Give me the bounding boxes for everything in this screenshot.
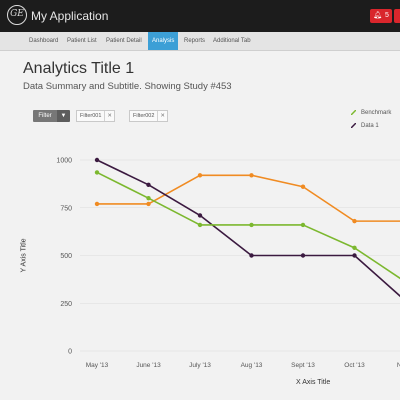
legend-swatch-benchmark: [350, 109, 357, 116]
series-line: [96, 171, 400, 280]
close-icon[interactable]: ✕: [107, 113, 113, 119]
tab-reports[interactable]: Reports: [184, 38, 206, 44]
series-line: [96, 159, 400, 298]
alert-button[interactable]: 🔔︎ 5: [370, 9, 392, 23]
page-subtitle: Data Summary and Subtitle. Showing Study…: [23, 81, 232, 92]
data-point: [94, 157, 100, 163]
x-axis-title: X Axis Title: [296, 379, 331, 386]
filter-chip-label: Filter002: [130, 111, 159, 121]
data-point: [249, 222, 254, 228]
header-overflow-button[interactable]: [394, 9, 400, 23]
tab-dashboard[interactable]: Dashboard: [29, 38, 59, 44]
nav-tabs: Dashboard Patient List Patient Detail An…: [0, 32, 400, 51]
app-title: My Application: [31, 9, 109, 23]
legend-label: Benchmark: [361, 110, 392, 117]
legend-swatch-data1: [350, 122, 357, 129]
tab-patient-detail[interactable]: Patient Detail: [106, 38, 142, 44]
data-point: [300, 253, 306, 258]
tab-additional[interactable]: Additional Tab: [213, 38, 251, 44]
y-tick-label: 500: [60, 253, 72, 260]
data-point: [146, 201, 151, 207]
filter-chip: Filter002 ✕: [129, 110, 169, 122]
data-point: [197, 213, 203, 218]
data-point: [94, 201, 100, 207]
data-point: [352, 245, 357, 251]
filter-chip: Filter001 ✕: [76, 110, 116, 122]
data-point: [94, 170, 100, 175]
y-axis-title: Y Axis Title: [20, 238, 28, 273]
y-tick-label: 250: [60, 301, 72, 308]
y-tick-label: 1000: [56, 158, 72, 165]
tab-analysis[interactable]: Analysis: [148, 32, 179, 50]
data-point: [352, 218, 357, 224]
data-point: [300, 222, 306, 228]
x-tick-label: Nov '1: [397, 362, 400, 369]
filter-button[interactable]: Filter: [33, 110, 57, 122]
filter-chip-label: Filter001: [77, 111, 106, 121]
data-point: [197, 173, 203, 178]
tab-patient-list[interactable]: Patient List: [67, 38, 97, 44]
close-icon[interactable]: ✕: [160, 113, 166, 119]
data-point: [300, 184, 306, 189]
data-point: [249, 253, 254, 258]
page-title: Analytics Title 1: [23, 60, 135, 77]
x-tick-label: Sept '13: [291, 362, 315, 369]
app-header: GE My Application 🔔︎ 5: [0, 0, 400, 32]
legend-item-benchmark[interactable]: Benchmark: [350, 109, 392, 117]
ge-logo-icon[interactable]: GE: [7, 5, 27, 25]
alert-count: 5: [384, 12, 389, 19]
data-point: [352, 253, 357, 258]
data-point: [146, 196, 151, 201]
legend-label: Data 1: [361, 123, 379, 130]
chevron-down-icon[interactable]: ▼: [57, 110, 70, 122]
x-tick-label: June '13: [136, 362, 161, 369]
x-tick-label: May '13: [86, 362, 109, 369]
legend-item-data1[interactable]: Data 1: [350, 122, 379, 130]
x-tick-label: Oct '13: [344, 362, 365, 369]
x-tick-label: Aug '13: [241, 362, 263, 369]
x-tick-label: July '13: [189, 362, 211, 369]
bell-icon: 🔔︎: [373, 12, 382, 19]
y-tick-label: 0: [68, 349, 72, 356]
data-point: [249, 173, 254, 178]
data-point: [146, 182, 151, 188]
data-point: [197, 222, 203, 228]
y-tick-label: 750: [60, 205, 72, 212]
